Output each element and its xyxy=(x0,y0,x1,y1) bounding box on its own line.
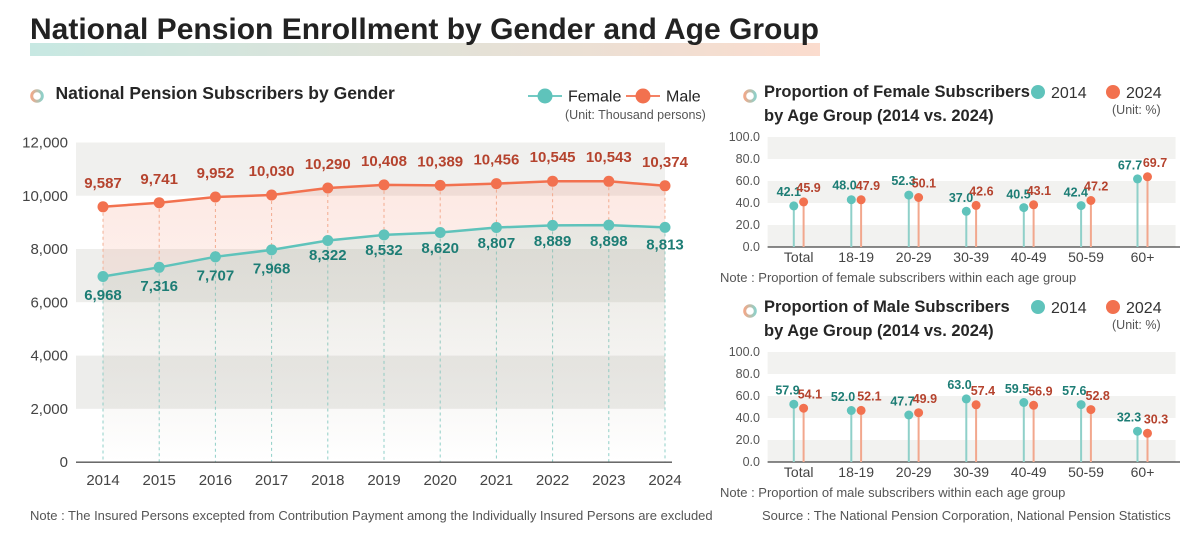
svg-text:54.1: 54.1 xyxy=(798,388,822,402)
svg-text:40-49: 40-49 xyxy=(1011,249,1047,265)
svg-text:40.0: 40.0 xyxy=(736,411,760,425)
svg-text:80.0: 80.0 xyxy=(736,152,760,166)
svg-text:20-29: 20-29 xyxy=(896,464,932,480)
svg-text:8,620: 8,620 xyxy=(421,240,459,257)
svg-text:7,707: 7,707 xyxy=(197,268,235,285)
svg-text:30.3: 30.3 xyxy=(1144,413,1168,427)
svg-text:8,889: 8,889 xyxy=(534,233,572,250)
svg-text:10,543: 10,543 xyxy=(586,149,632,166)
svg-text:2024: 2024 xyxy=(1126,300,1162,317)
svg-text:10,408: 10,408 xyxy=(361,153,407,170)
svg-text:6,000: 6,000 xyxy=(30,294,68,311)
svg-text:32.3: 32.3 xyxy=(1117,411,1141,425)
svg-text:Total: Total xyxy=(784,249,814,265)
svg-text:50.1: 50.1 xyxy=(912,177,936,191)
svg-text:0.0: 0.0 xyxy=(743,240,760,254)
svg-text:10,389: 10,389 xyxy=(417,154,463,171)
svg-text:60+: 60+ xyxy=(1131,249,1155,265)
svg-text:52.8: 52.8 xyxy=(1086,389,1110,403)
svg-text:10,030: 10,030 xyxy=(249,163,295,180)
svg-text:2015: 2015 xyxy=(143,472,176,489)
svg-text:47.7: 47.7 xyxy=(890,394,914,408)
svg-text:9,952: 9,952 xyxy=(197,165,235,182)
svg-text:18-19: 18-19 xyxy=(838,464,874,480)
svg-text:50-59: 50-59 xyxy=(1068,464,1104,480)
svg-text:2014: 2014 xyxy=(1051,85,1087,102)
svg-text:2022: 2022 xyxy=(536,472,569,489)
svg-text:45.9: 45.9 xyxy=(796,181,820,195)
svg-text:2014: 2014 xyxy=(86,472,119,489)
svg-text:30-39: 30-39 xyxy=(953,464,989,480)
svg-text:49.9: 49.9 xyxy=(913,392,937,406)
svg-text:20-29: 20-29 xyxy=(896,249,932,265)
svg-text:59.5: 59.5 xyxy=(1005,382,1029,396)
svg-text:52.0: 52.0 xyxy=(831,390,855,404)
svg-text:10,374: 10,374 xyxy=(642,154,689,171)
svg-text:2021: 2021 xyxy=(480,472,513,489)
svg-text:0: 0 xyxy=(60,454,68,471)
svg-text:10,000: 10,000 xyxy=(22,188,68,205)
svg-text:43.1: 43.1 xyxy=(1027,184,1051,198)
svg-text:48.0: 48.0 xyxy=(832,179,856,193)
svg-text:20.0: 20.0 xyxy=(736,218,760,232)
svg-text:80.0: 80.0 xyxy=(736,367,760,381)
svg-text:47.9: 47.9 xyxy=(856,179,880,193)
svg-text:20.0: 20.0 xyxy=(736,433,760,447)
svg-text:60+: 60+ xyxy=(1131,464,1155,480)
svg-text:2024: 2024 xyxy=(648,472,681,489)
svg-text:67.7: 67.7 xyxy=(1118,159,1142,173)
svg-text:6,968: 6,968 xyxy=(84,287,122,304)
svg-text:2,000: 2,000 xyxy=(30,401,68,418)
svg-text:2018: 2018 xyxy=(311,472,344,489)
svg-text:69.7: 69.7 xyxy=(1143,156,1167,170)
svg-text:8,532: 8,532 xyxy=(365,242,403,259)
svg-text:9,741: 9,741 xyxy=(140,171,178,188)
svg-text:42.6: 42.6 xyxy=(969,185,993,199)
svg-text:Total: Total xyxy=(784,464,814,480)
svg-text:10,290: 10,290 xyxy=(305,156,351,173)
svg-text:8,813: 8,813 xyxy=(646,237,684,254)
svg-text:56.9: 56.9 xyxy=(1028,385,1052,399)
svg-text:8,898: 8,898 xyxy=(590,233,628,250)
svg-text:8,807: 8,807 xyxy=(478,235,516,252)
svg-text:2017: 2017 xyxy=(255,472,288,489)
svg-text:0.0: 0.0 xyxy=(743,455,760,469)
svg-text:2016: 2016 xyxy=(199,472,232,489)
svg-text:40.0: 40.0 xyxy=(736,196,760,210)
svg-text:10,545: 10,545 xyxy=(530,149,576,166)
svg-text:12,000: 12,000 xyxy=(22,135,68,152)
svg-text:63.0: 63.0 xyxy=(947,378,971,392)
svg-text:2024: 2024 xyxy=(1126,85,1162,102)
svg-text:7,316: 7,316 xyxy=(140,278,178,295)
svg-text:52.1: 52.1 xyxy=(857,390,881,404)
svg-text:60.0: 60.0 xyxy=(736,389,760,403)
svg-text:18-19: 18-19 xyxy=(838,249,874,265)
svg-text:40-49: 40-49 xyxy=(1011,464,1047,480)
svg-text:2019: 2019 xyxy=(367,472,400,489)
svg-text:30-39: 30-39 xyxy=(953,249,989,265)
svg-text:2020: 2020 xyxy=(424,472,457,489)
svg-text:100.0: 100.0 xyxy=(729,345,760,359)
svg-text:2014: 2014 xyxy=(1051,300,1087,317)
svg-text:57.9: 57.9 xyxy=(775,384,799,398)
svg-text:47.2: 47.2 xyxy=(1084,180,1108,194)
svg-text:100.0: 100.0 xyxy=(729,130,760,144)
svg-text:50-59: 50-59 xyxy=(1068,249,1104,265)
svg-text:8,322: 8,322 xyxy=(309,247,347,264)
svg-text:8,000: 8,000 xyxy=(30,241,68,258)
svg-text:60.0: 60.0 xyxy=(736,174,760,188)
svg-text:57.6: 57.6 xyxy=(1062,384,1086,398)
svg-text:4,000: 4,000 xyxy=(30,348,68,365)
svg-text:2023: 2023 xyxy=(592,472,625,489)
svg-text:7,968: 7,968 xyxy=(253,261,291,278)
svg-text:10,456: 10,456 xyxy=(473,152,519,169)
svg-text:57.4: 57.4 xyxy=(971,384,995,398)
svg-text:9,587: 9,587 xyxy=(84,175,122,192)
